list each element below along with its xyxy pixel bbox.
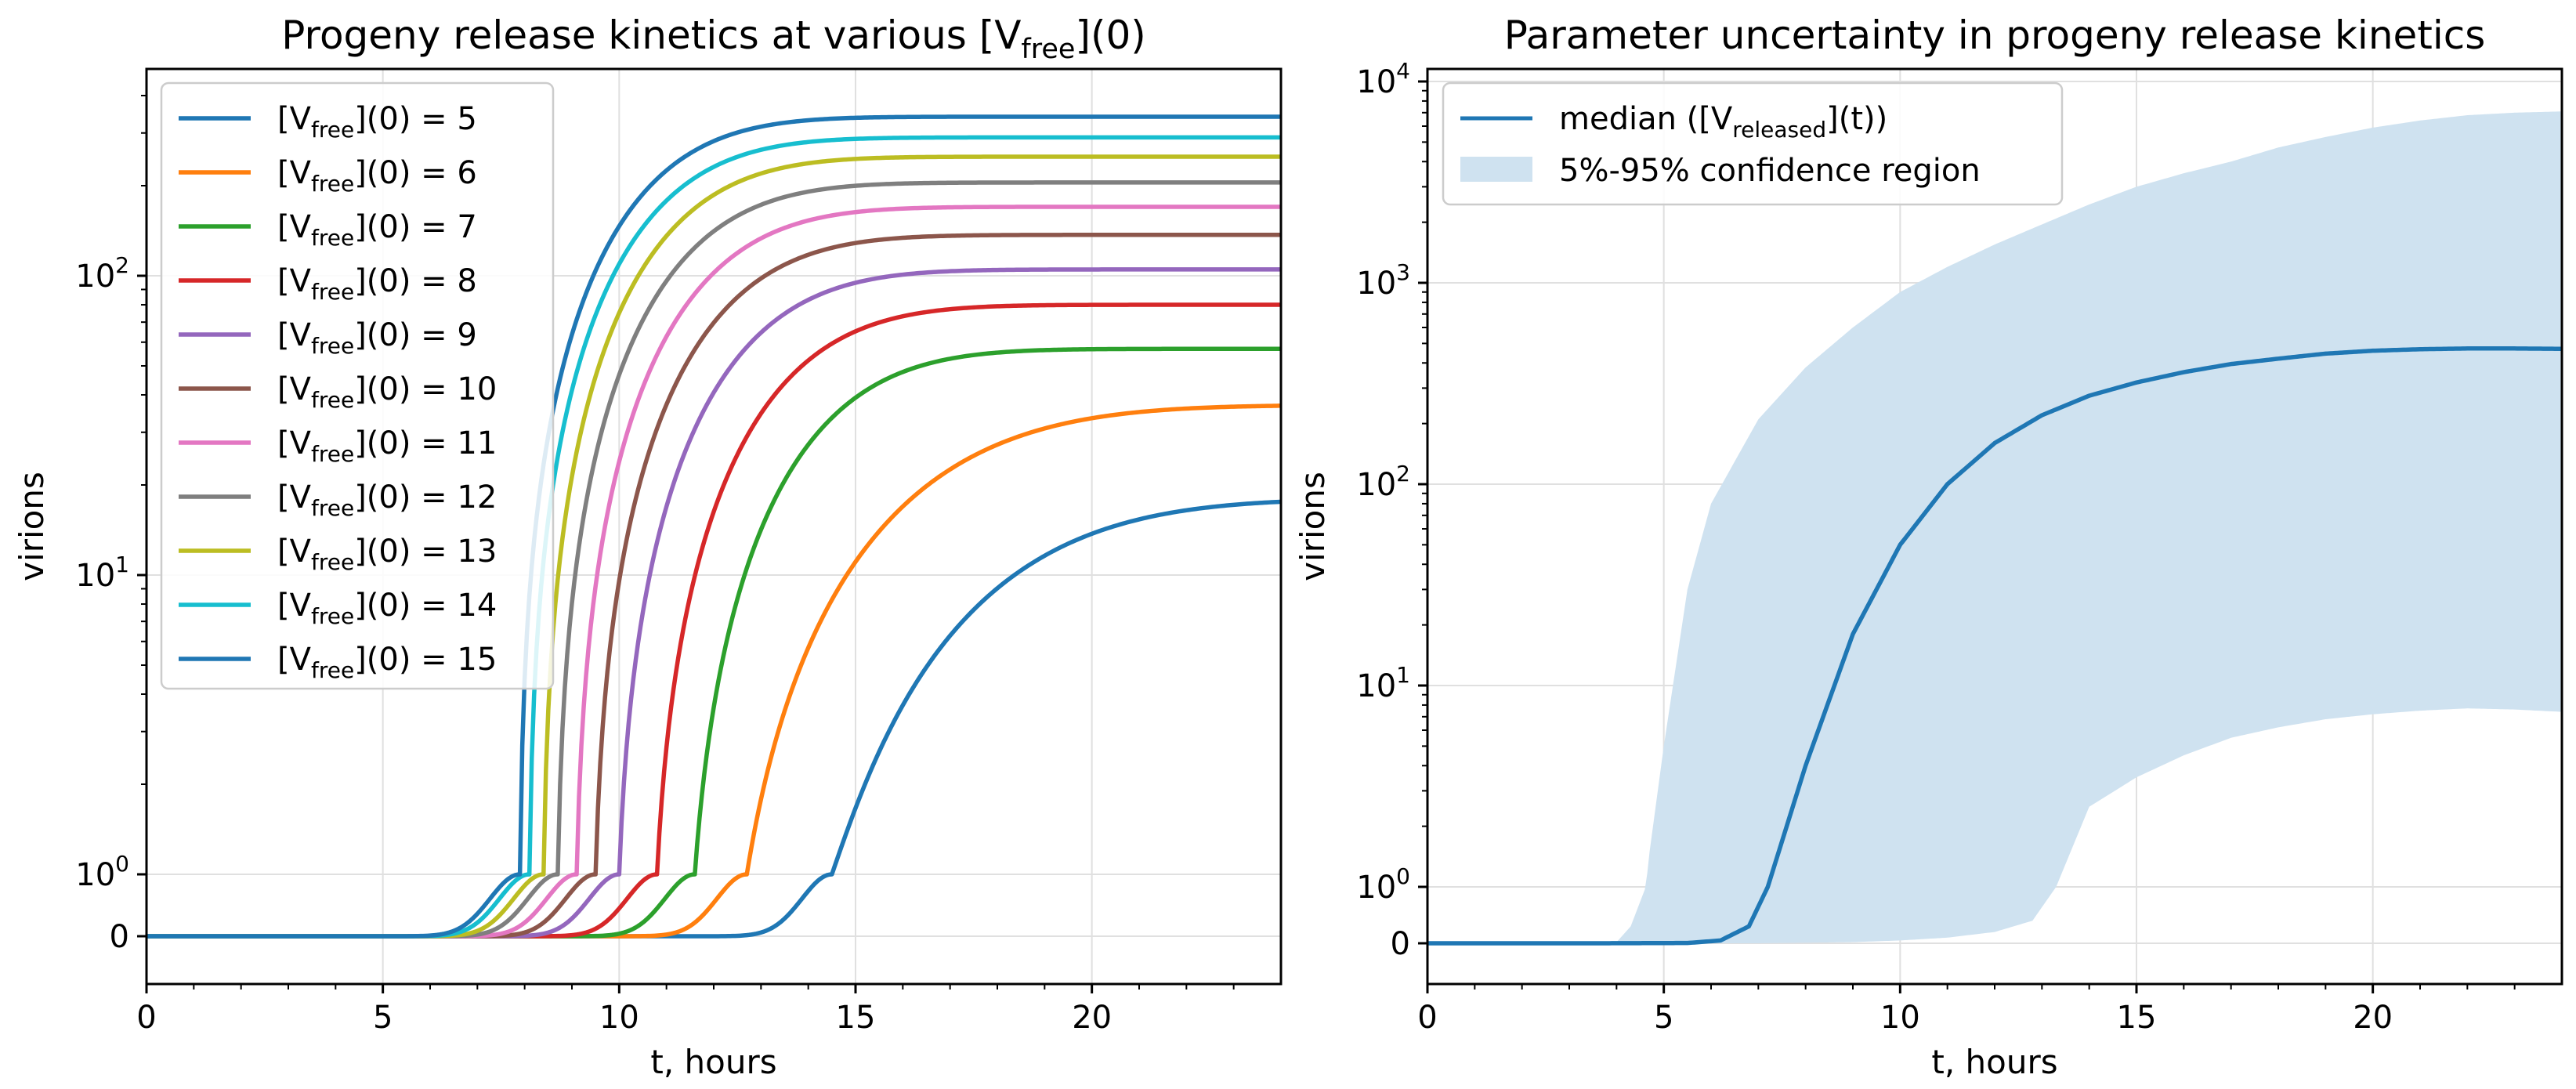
legend-label-6: [Vfree](0) = 6 <box>277 155 477 197</box>
legend-label-7: [Vfree](0) = 7 <box>277 209 477 251</box>
legend-label-12: [Vfree](0) = 12 <box>277 479 497 521</box>
legend-confidence-swatch <box>1460 157 1532 182</box>
right-y-tick-label: 103 <box>1356 259 1410 302</box>
left-axes-frame <box>145 67 1283 986</box>
left-legend-item-6: [Vfree](0) = 6 <box>179 155 477 197</box>
right-x-tick-label: 0 <box>1417 1000 1437 1036</box>
legend-label-5: [Vfree](0) = 5 <box>277 101 477 143</box>
left-legend-item-7: [Vfree](0) = 7 <box>179 209 477 251</box>
right-x-tick-label: 10 <box>1880 1000 1920 1036</box>
right-axes-frame <box>1426 67 2563 986</box>
left-y-tick-label: 101 <box>75 552 129 594</box>
left-axis-ticks: 0 5 10 15 20 0 100 101 102 <box>75 95 1235 1036</box>
right-y-tick-label: 102 <box>1356 461 1410 503</box>
legend-median-label: median ([Vreleased](t)) <box>1559 101 1887 143</box>
legend-label-10: [Vfree](0) = 10 <box>277 371 497 413</box>
legend-label-14: [Vfree](0) = 14 <box>277 588 497 629</box>
right-axis-ticks: 0 5 10 15 20 0 100 101 102 103 104 <box>1356 58 2516 1036</box>
right-y-tick-label: 104 <box>1356 58 1410 100</box>
left-y-axis-label: virions <box>13 472 51 581</box>
legend-confidence-label: 5%-95% confidence region <box>1559 153 1981 189</box>
right-legend: median ([Vreleased](t)) 5%-95% confidenc… <box>1442 81 2064 206</box>
right-y-tick-label: 0 <box>1391 926 1410 962</box>
series-line-15 <box>147 114 1281 939</box>
left-y-tick-label: 0 <box>110 919 129 955</box>
legend-label-9: [Vfree](0) = 9 <box>277 317 477 359</box>
left-legend-item-5: [Vfree](0) = 5 <box>179 101 477 143</box>
right-chart-title: Parameter uncertainty in progeny release… <box>1504 13 2486 58</box>
left-y-tick-label: 100 <box>75 851 129 893</box>
right-y-axis-label: virions <box>1293 472 1332 581</box>
right-x-tick-label: 20 <box>2353 1000 2393 1036</box>
legend-label-15: [Vfree](0) = 15 <box>277 642 497 683</box>
left-legend-item-12: [Vfree](0) = 12 <box>179 479 497 521</box>
median-line <box>1427 346 2562 946</box>
right-x-tick-label: 5 <box>1654 1000 1673 1036</box>
left-chart-panel: 0 5 10 15 20 0 100 101 102 Progeny release kinet… <box>13 13 1283 1081</box>
right-y-tick-label: 100 <box>1356 863 1410 906</box>
left-legend-item-10: [Vfree](0) = 10 <box>179 371 497 413</box>
left-y-tick-label: 102 <box>75 252 129 295</box>
confidence-region <box>1427 111 2562 944</box>
left-legend-item-9: [Vfree](0) = 9 <box>179 317 477 359</box>
right-y-tick-label: 101 <box>1356 662 1410 704</box>
right-x-axis-label: t, hours <box>1931 1043 2057 1081</box>
right-x-tick-label: 15 <box>2117 1000 2157 1036</box>
left-x-tick-label: 20 <box>1072 1000 1112 1036</box>
left-legend-box <box>160 81 555 690</box>
legend-label-11: [Vfree](0) = 11 <box>277 425 497 467</box>
left-x-tick-label: 15 <box>836 1000 876 1036</box>
left-chart-title: Progeny release kinetics at various [Vfr… <box>281 13 1146 65</box>
left-x-tick-label: 0 <box>136 1000 156 1036</box>
left-legend: [Vfree](0) = 5 [Vfree](0) = 6 [Vfree](0) =… <box>160 81 555 690</box>
left-plot-area <box>147 114 1281 939</box>
right-legend-box <box>1442 81 2064 206</box>
legend-label-13: [Vfree](0) = 13 <box>277 534 497 575</box>
right-plot-area <box>1427 111 2562 946</box>
left-legend-item-13: [Vfree](0) = 13 <box>179 534 497 575</box>
legend-label-8: [Vfree](0) = 8 <box>277 263 477 305</box>
left-x-tick-label: 5 <box>373 1000 393 1036</box>
right-chart-panel: 0 5 10 15 20 0 100 101 102 103 104 Parameter uncer… <box>1293 13 2563 1081</box>
left-x-tick-label: 10 <box>599 1000 639 1036</box>
left-x-axis-label: t, hours <box>650 1043 776 1081</box>
left-legend-item-15: [Vfree](0) = 15 <box>179 642 497 683</box>
left-legend-item-11: [Vfree](0) = 11 <box>179 425 497 467</box>
left-legend-item-14: [Vfree](0) = 14 <box>179 588 497 629</box>
left-legend-item-8: [Vfree](0) = 8 <box>179 263 477 305</box>
